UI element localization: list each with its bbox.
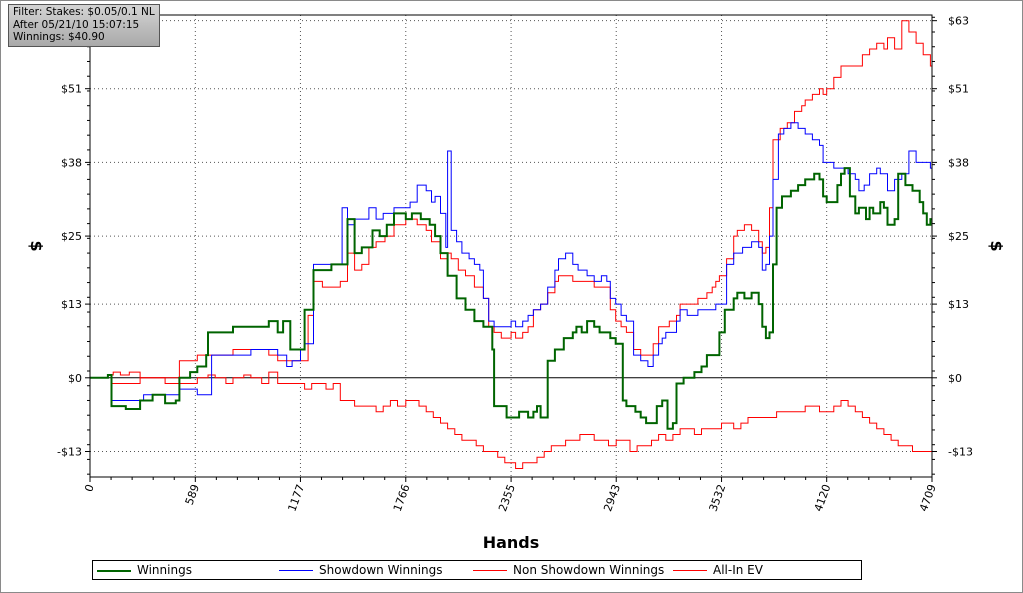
y-tick-label-left: $13: [61, 298, 82, 311]
y-tick-label-right: $51: [948, 83, 969, 96]
filter-stakes-text: Filter: Stakes: $0.05/0.1 NL: [13, 6, 155, 18]
y-tick-label-left: $51: [61, 83, 82, 96]
y-tick-label-right: $38: [948, 156, 969, 169]
series-line-allin: [90, 20, 932, 384]
y-axis-title-left: $: [27, 240, 46, 251]
filter-date-text: After 05/21/10 15:07:15: [13, 18, 140, 31]
legend-label-winnings: Winnings: [137, 563, 192, 577]
x-tick-label: 3532: [707, 483, 729, 514]
legend-swatch-allin: [673, 570, 707, 571]
legend-label-allin: All-In EV: [713, 563, 763, 577]
filter-info-box: Filter: Stakes: $0.05/0.1 NL After 05/21…: [8, 4, 160, 47]
x-tick-label: 4709: [917, 483, 939, 514]
x-tick-label: 1766: [391, 483, 413, 514]
y-tick-label-right: $0: [948, 372, 962, 385]
series-layer: [90, 20, 932, 469]
y-tick-label-right: -$13: [948, 445, 973, 458]
chart-legend: Winnings Showdown Winnings Non Showdown …: [92, 560, 862, 580]
legend-swatch-nonshowdown: [473, 570, 507, 571]
y-tick-label-right: $63: [948, 15, 969, 28]
x-tick-label: 2943: [601, 483, 623, 514]
y-tick-label-left: $0: [68, 372, 82, 385]
x-tick-label: 589: [183, 483, 202, 507]
filter-winnings-text: Winnings: $40.90: [13, 31, 105, 43]
legend-swatch-showdown: [279, 570, 313, 571]
legend-label-showdown: Showdown Winnings: [319, 563, 443, 577]
y-tick-label-left: -$13: [57, 445, 82, 458]
y-tick-label-right: $13: [948, 298, 969, 311]
x-tick-label: 2355: [496, 483, 518, 514]
y-tick-label-left: $38: [61, 156, 82, 169]
legend-item-nonshowdown: Non Showdown Winnings: [473, 561, 664, 579]
x-axis-title: Hands: [483, 533, 540, 552]
y-tick-label-left: $25: [61, 230, 82, 243]
legend-item-allin: All-In EV: [673, 561, 763, 579]
legend-item-showdown: Showdown Winnings: [279, 561, 443, 579]
legend-label-nonshowdown: Non Showdown Winnings: [513, 563, 665, 577]
axis-layer: 05891177176623552943353241204709$63$63$5…: [57, 14, 973, 514]
y-tick-label-right: $25: [948, 230, 969, 243]
series-line-showdown: [90, 122, 932, 401]
y-axis-title-right: $: [987, 240, 1006, 251]
legend-swatch-winnings: [97, 569, 131, 572]
grid-layer: [89, 15, 933, 477]
x-tick-label: 4120: [812, 483, 834, 514]
x-tick-label: 1177: [285, 483, 307, 514]
x-tick-label: 0: [82, 483, 97, 494]
legend-item-winnings: Winnings: [97, 561, 192, 579]
series-line-winnings: [90, 167, 932, 430]
series-line-nonshowdown: [90, 371, 932, 469]
